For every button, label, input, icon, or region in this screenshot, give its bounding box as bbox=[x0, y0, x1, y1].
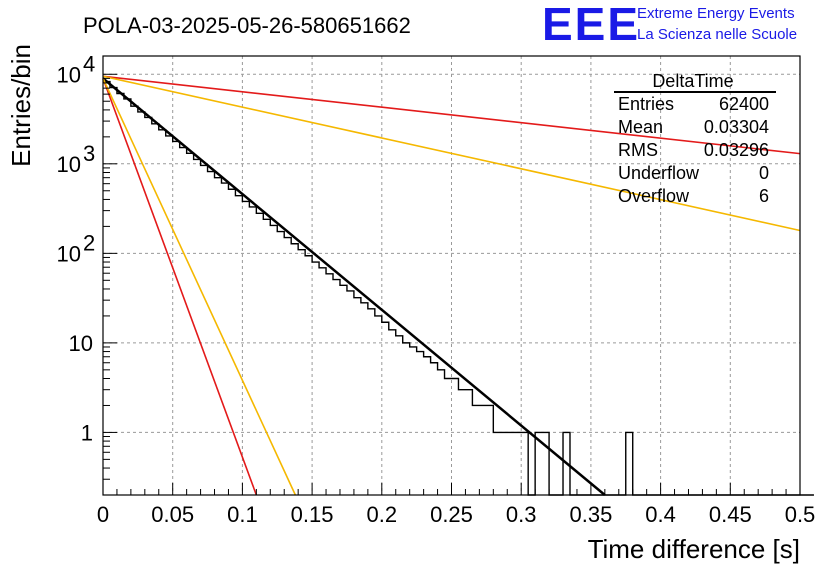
y-tick-exponent: 2 bbox=[83, 230, 95, 255]
logo-mark: EEE bbox=[542, 0, 640, 50]
fit-line bbox=[102, 78, 258, 496]
x-tick-label: 0.5 bbox=[785, 502, 816, 527]
stats-row-value: 0.03304 bbox=[704, 117, 769, 137]
fit-lines bbox=[102, 75, 801, 496]
x-tick-label: 0.25 bbox=[430, 502, 473, 527]
fit-line bbox=[102, 75, 801, 232]
stats-row-label: Entries bbox=[618, 94, 674, 114]
y-tick-label: 1 bbox=[81, 420, 93, 445]
grid bbox=[103, 56, 800, 495]
logo-line-1: Extreme Energy Events bbox=[637, 5, 795, 22]
logo-line-2: La Scienza nelle Scuole bbox=[637, 26, 797, 43]
y-tick-label: 10 bbox=[57, 241, 81, 266]
chart-title: POLA-03-2025-05-26-580651662 bbox=[83, 13, 411, 38]
y-tick-label: 10 bbox=[57, 62, 81, 87]
stats-row-label: RMS bbox=[618, 140, 658, 160]
stats-row-value: 0.03296 bbox=[704, 140, 769, 160]
y-tick-label: 10 bbox=[57, 152, 81, 177]
x-axis-label: Time difference [s] bbox=[588, 534, 800, 564]
stats-row-label: Underflow bbox=[618, 163, 700, 183]
stats-row-label: Mean bbox=[618, 117, 663, 137]
fit-line bbox=[102, 77, 606, 496]
y-tick-label: 10 bbox=[69, 331, 93, 356]
x-tick-label: 0.45 bbox=[709, 502, 752, 527]
fit-line bbox=[102, 75, 801, 155]
stats-row-value: 0 bbox=[759, 163, 769, 183]
stats-row-label: Overflow bbox=[618, 186, 690, 206]
stats-name: DeltaTime bbox=[652, 71, 733, 91]
y-axis-label: Entries/bin bbox=[6, 44, 36, 167]
x-tick-label: 0.4 bbox=[645, 502, 676, 527]
x-tick-label: 0.05 bbox=[151, 502, 194, 527]
x-axis: 0 0.05 0.1 0.15 0.2 0.25 0.3 0.35 0.4 0.45 0.5 bbox=[97, 483, 815, 527]
stats-row-value: 6 bbox=[759, 186, 769, 206]
x-tick-label: 0 bbox=[97, 502, 109, 527]
x-tick-label: 0.35 bbox=[569, 502, 612, 527]
x-tick-label: 0.1 bbox=[227, 502, 258, 527]
eee-logo: EEE Extreme Energy Events La Scienza nel… bbox=[542, 0, 797, 50]
x-tick-label: 0.15 bbox=[291, 502, 334, 527]
x-tick-label: 0.3 bbox=[506, 502, 537, 527]
y-tick-exponent: 3 bbox=[83, 141, 95, 166]
x-tick-label: 0.2 bbox=[367, 502, 398, 527]
fit-line bbox=[102, 78, 297, 496]
stats-box: DeltaTime Entries 62400 Mean 0.03304 RMS 0.03… bbox=[614, 71, 776, 206]
y-tick-exponent: 4 bbox=[83, 51, 95, 76]
stats-row-value: 62400 bbox=[719, 94, 769, 114]
